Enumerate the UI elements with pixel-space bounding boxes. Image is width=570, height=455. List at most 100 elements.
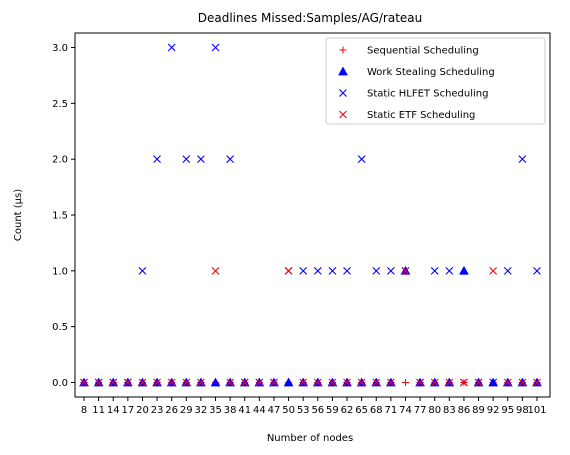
data-point [211,43,220,52]
legend: Sequential Scheduling Work Stealing Sched… [325,37,546,125]
data-point [138,378,147,387]
legend-marker [339,89,347,97]
data-point [503,266,512,275]
y-tick-label: 0.0 [52,378,68,389]
legend-box [325,37,546,125]
data-point [401,378,409,386]
data-point [328,378,337,387]
data-point [386,266,395,275]
data-point [153,155,161,164]
x-tick-label: 53 [297,405,310,416]
data-point [167,378,176,387]
series-3 [80,266,541,387]
x-tick-label: 44 [253,405,266,416]
data-point [109,378,118,387]
x-tick-label: 83 [443,405,456,416]
data-point [197,155,205,164]
y-tick-label: 2.0 [52,155,68,166]
x-tick-label: 11 [92,405,105,416]
x-tick-label: 80 [428,405,441,416]
data-point [533,266,541,275]
x-tick-label: 38 [224,405,237,416]
data-point [255,378,264,387]
x-tick-label: 101 [527,405,546,416]
data-point [372,378,381,387]
data-point [357,155,366,164]
data-point [182,378,191,387]
data-point [357,378,366,387]
x-tick-label: 35 [209,405,222,416]
y-tick-label: 0.5 [52,322,68,333]
data-point [430,266,439,275]
data-point [474,378,483,387]
x-tick-label: 86 [458,405,471,416]
x-tick-label: 92 [487,405,500,416]
x-tick-label: 95 [501,405,514,416]
x-tick-label: 56 [311,405,324,416]
data-point [283,377,294,387]
x-tick-label: 8 [81,405,87,416]
data-point [445,266,454,275]
data-point [372,266,381,275]
x-tick-label: 32 [195,405,208,416]
x-tick-label: 59 [326,405,339,416]
data-point [197,378,205,387]
x-axis-label: Number of nodes [267,433,353,444]
data-point [167,43,176,52]
data-marks [79,43,542,387]
data-point [416,378,424,387]
chart-title: Deadlines Missed:Samples/AG/rateau [198,11,423,25]
y-tick-label: 1.5 [52,211,68,222]
data-point [386,378,395,387]
x-tick-label: 26 [165,405,178,416]
data-point [459,265,469,275]
x-tick-label: 74 [399,405,412,416]
y-tick-label: 2.5 [52,99,68,110]
x-tick-label: 62 [341,405,354,416]
y-tick-label: 3.0 [52,43,68,54]
data-point [270,378,278,387]
data-point [226,155,235,164]
data-point [240,378,249,387]
x-tick-label: 65 [355,405,368,416]
data-point [430,378,439,387]
x-tick-label: 71 [385,405,398,416]
data-point [210,377,221,387]
x-tick-label: 17 [121,405,134,416]
x-tick-label: 14 [107,405,120,416]
data-point [518,378,527,387]
data-point [123,378,132,387]
legend-label: Static ETF Scheduling [367,110,475,121]
data-point [299,266,308,275]
y-axis: 0.0 0.5 1.0 1.5 2.0 2.5 3.0 [52,43,75,389]
x-tick-label: 20 [136,405,149,416]
legend-marker [339,46,347,54]
x-axis: 8 11 14 17 20 23 26 29 32 35 38 41 44 47 50 53 56 59 62 65 6… [81,397,547,416]
x-tick-label: 68 [370,405,383,416]
legend-label: Sequential Scheduling [367,46,479,57]
x-tick-label: 98 [516,405,529,416]
y-tick-label: 1.0 [52,266,68,277]
data-point [343,266,351,275]
x-tick-label: 77 [414,405,427,416]
x-tick-label: 41 [238,405,251,416]
data-point [313,378,322,387]
x-tick-label: 89 [472,405,485,416]
data-point [284,266,293,275]
data-point [182,155,191,164]
y-axis-label: Count (µs) [13,189,24,241]
data-point [489,378,498,387]
data-point [401,266,410,275]
data-point [503,378,512,387]
data-point [445,378,454,387]
plot-border [74,32,551,398]
x-tick-label: 50 [282,405,295,416]
data-point [518,155,527,164]
data-point [211,266,220,275]
data-point [138,266,147,275]
data-point [80,378,88,387]
data-point [94,378,103,387]
data-point [313,266,322,275]
data-point [533,378,541,387]
